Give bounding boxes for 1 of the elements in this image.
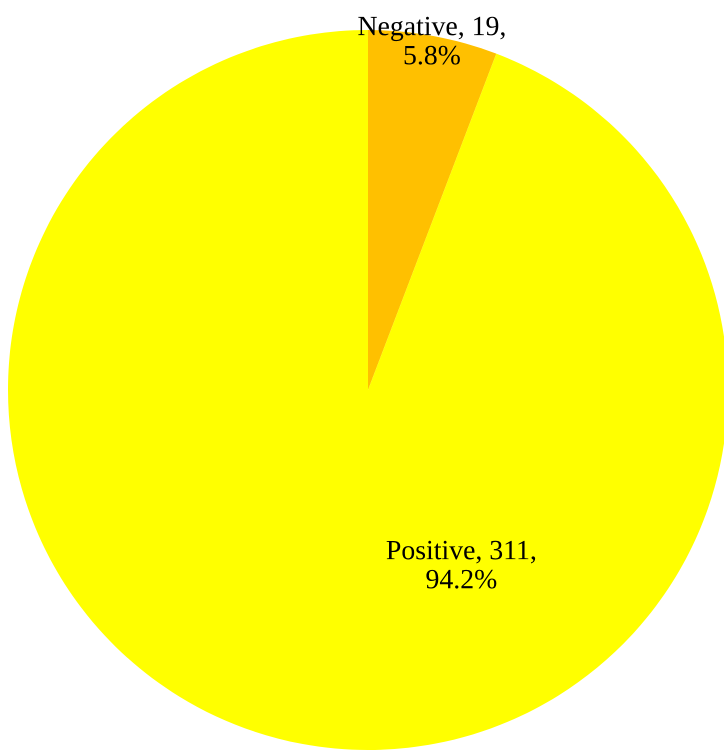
slice-label: Positive, 311, 94.2% (386, 540, 536, 589)
